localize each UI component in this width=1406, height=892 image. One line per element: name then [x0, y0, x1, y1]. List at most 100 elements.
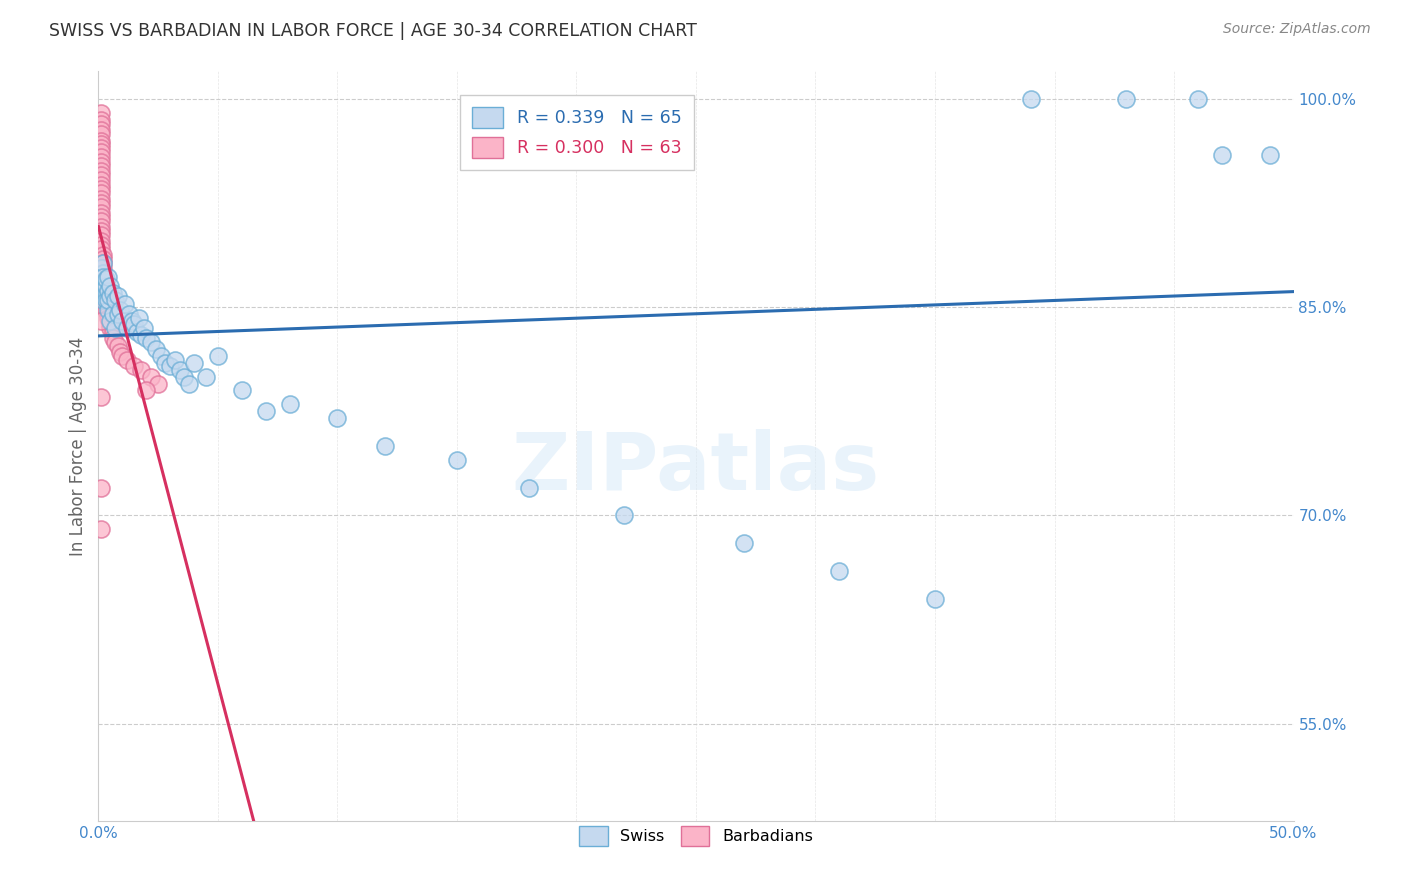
Point [107, 307, 129, 321]
Point [97, 311, 120, 326]
Point [125, 325, 148, 339]
Point [94, 272, 117, 286]
Point [90, 186, 112, 201]
Point [91, 284, 114, 298]
Point [132, 321, 155, 335]
Point [733, 536, 755, 550]
Point [97, 303, 120, 318]
Point [90, 178, 112, 193]
Point [94, 293, 117, 308]
Point [195, 369, 218, 384]
Point [90, 237, 112, 252]
Point [108, 303, 131, 318]
Point [98, 289, 122, 303]
Point [98, 317, 122, 331]
Point [517, 481, 540, 495]
Point [90, 159, 112, 173]
Point [90, 481, 112, 495]
Point [1187, 92, 1209, 106]
Point [139, 369, 162, 384]
Point [90, 145, 112, 159]
Point [90, 196, 112, 211]
Point [924, 591, 946, 606]
Point [90, 182, 112, 196]
Point [91, 293, 114, 308]
Point [90, 200, 112, 214]
Point [97, 307, 120, 321]
Point [91, 269, 114, 284]
Point [131, 362, 153, 376]
Point [135, 384, 157, 398]
Legend: Swiss, Barbadians: Swiss, Barbadians [571, 818, 821, 854]
Point [90, 154, 112, 169]
Point [90, 224, 112, 238]
Text: Source: ZipAtlas.com: Source: ZipAtlas.com [1223, 22, 1371, 37]
Point [90, 164, 112, 178]
Point [90, 234, 112, 248]
Point [107, 339, 129, 353]
Point [90, 206, 112, 220]
Point [91, 256, 114, 270]
Point [145, 342, 167, 356]
Point [90, 112, 112, 127]
Point [90, 136, 112, 151]
Point [94, 293, 117, 308]
Point [131, 328, 153, 343]
Point [1258, 147, 1281, 161]
Point [101, 307, 124, 321]
Point [107, 289, 129, 303]
Point [90, 150, 112, 164]
Point [207, 349, 229, 363]
Point [97, 293, 120, 308]
Point [90, 522, 112, 536]
Point [111, 349, 134, 363]
Point [108, 344, 131, 359]
Point [90, 172, 112, 186]
Point [155, 356, 177, 370]
Point [90, 169, 112, 183]
Point [91, 275, 114, 289]
Point [90, 228, 112, 243]
Point [90, 284, 112, 298]
Point [254, 404, 277, 418]
Point [115, 321, 138, 335]
Point [111, 314, 134, 328]
Y-axis label: In Labor Force | Age 30-34: In Labor Force | Age 30-34 [69, 336, 87, 556]
Point [90, 106, 112, 120]
Point [94, 286, 117, 301]
Point [90, 134, 112, 148]
Point [94, 279, 117, 293]
Point [149, 349, 172, 363]
Point [231, 384, 253, 398]
Point [148, 376, 170, 391]
Point [101, 325, 124, 339]
Point [278, 397, 301, 411]
Point [104, 321, 127, 335]
Point [98, 279, 122, 293]
Point [94, 303, 117, 318]
Point [98, 314, 122, 328]
Point [91, 266, 114, 280]
Point [101, 286, 124, 301]
Point [90, 314, 112, 328]
Text: SWISS VS BARBADIAN IN LABOR FORCE | AGE 30-34 CORRELATION CHART: SWISS VS BARBADIAN IN LABOR FORCE | AGE … [49, 22, 697, 40]
Point [121, 314, 143, 328]
Point [97, 269, 120, 284]
Point [90, 219, 112, 234]
Point [98, 321, 122, 335]
Point [135, 331, 157, 345]
Point [91, 247, 114, 261]
Point [374, 439, 396, 453]
Point [90, 141, 112, 155]
Point [124, 317, 146, 331]
Point [97, 284, 120, 298]
Point [1115, 92, 1137, 106]
Point [104, 293, 127, 308]
Point [94, 297, 117, 311]
Point [183, 356, 205, 370]
Point [90, 272, 112, 286]
Point [326, 411, 349, 425]
Point [118, 307, 141, 321]
Point [91, 275, 114, 289]
Point [104, 334, 127, 349]
